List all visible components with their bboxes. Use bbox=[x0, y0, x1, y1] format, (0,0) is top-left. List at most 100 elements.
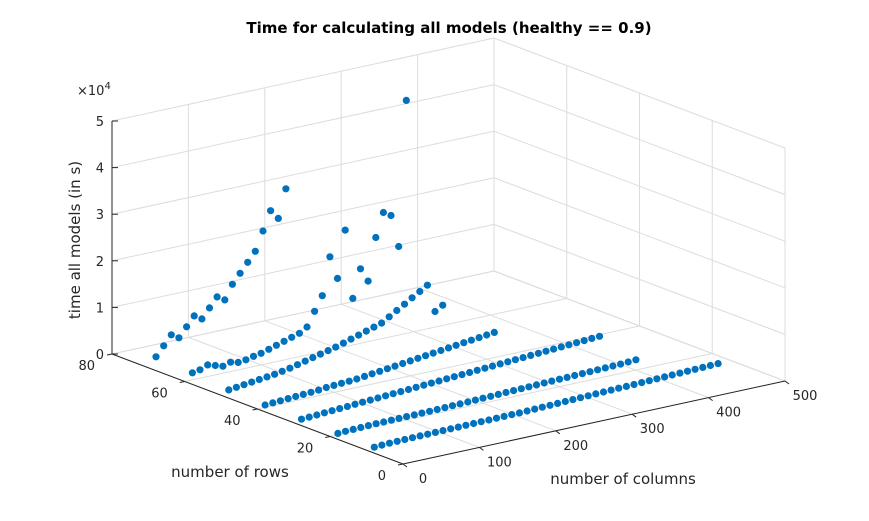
data-point bbox=[307, 388, 315, 396]
data-point bbox=[391, 362, 399, 370]
data-point bbox=[240, 381, 248, 389]
data-point bbox=[691, 365, 699, 373]
data-point bbox=[676, 369, 684, 377]
data-point bbox=[467, 336, 475, 344]
data-point bbox=[276, 397, 284, 405]
data-point bbox=[376, 367, 384, 375]
data-point bbox=[204, 361, 212, 369]
data-point bbox=[487, 392, 495, 400]
data-point bbox=[368, 370, 376, 378]
data-point bbox=[450, 373, 458, 381]
data-point bbox=[372, 233, 380, 242]
data-point bbox=[473, 366, 481, 374]
y-tick-label: 60 bbox=[151, 387, 168, 402]
data-point bbox=[706, 361, 715, 370]
data-point bbox=[353, 375, 361, 383]
data-point bbox=[443, 375, 451, 383]
data-point bbox=[160, 342, 168, 350]
data-point bbox=[320, 409, 328, 417]
data-point bbox=[297, 415, 306, 423]
data-point bbox=[601, 364, 609, 372]
data-point bbox=[555, 375, 564, 383]
data-point bbox=[645, 377, 653, 385]
data-point bbox=[485, 416, 493, 424]
x-axis-line bbox=[402, 380, 786, 465]
data-point bbox=[395, 414, 403, 422]
z-tick-label: 1 bbox=[96, 301, 104, 316]
data-point bbox=[225, 386, 233, 394]
data-point bbox=[316, 350, 324, 358]
data-point bbox=[424, 430, 432, 438]
data-point bbox=[267, 207, 275, 215]
data-point bbox=[599, 388, 608, 396]
data-point bbox=[534, 349, 543, 357]
y-tick-mark bbox=[179, 381, 185, 383]
data-point bbox=[330, 381, 338, 389]
x-tick-mark bbox=[555, 430, 561, 435]
data-point bbox=[378, 319, 386, 327]
z-exponent-label: ×104 bbox=[77, 81, 111, 99]
data-point bbox=[615, 384, 623, 392]
data-point bbox=[532, 381, 541, 389]
data-point bbox=[437, 346, 445, 355]
z-tick-label: 4 bbox=[96, 162, 104, 177]
data-point bbox=[565, 341, 573, 349]
data-point bbox=[334, 429, 342, 437]
data-point bbox=[188, 369, 196, 377]
data-point bbox=[557, 343, 565, 351]
data-points bbox=[152, 96, 722, 451]
data-point bbox=[282, 185, 290, 193]
data-point bbox=[569, 396, 577, 404]
data-point bbox=[213, 293, 221, 301]
data-point bbox=[632, 356, 640, 364]
data-point bbox=[576, 394, 585, 402]
data-point bbox=[274, 214, 282, 222]
data-point bbox=[269, 399, 277, 407]
data-point bbox=[366, 396, 374, 404]
data-point bbox=[508, 411, 516, 419]
x-tick-mark bbox=[708, 397, 713, 402]
data-point bbox=[265, 345, 273, 353]
data-point bbox=[196, 366, 204, 374]
data-point bbox=[359, 398, 367, 406]
grid-line-wall-z bbox=[111, 223, 495, 308]
data-point bbox=[248, 378, 256, 386]
data-point bbox=[517, 385, 525, 393]
data-point bbox=[333, 274, 342, 282]
data-point bbox=[311, 307, 319, 315]
data-point bbox=[429, 349, 437, 357]
data-point bbox=[393, 437, 401, 445]
data-point bbox=[211, 361, 219, 370]
data-point bbox=[278, 367, 286, 375]
data-point bbox=[454, 423, 462, 431]
data-point bbox=[550, 345, 558, 353]
data-point bbox=[341, 226, 349, 234]
data-point bbox=[408, 294, 416, 302]
data-point bbox=[244, 258, 252, 266]
data-point bbox=[542, 347, 550, 355]
data-point bbox=[607, 386, 615, 394]
y-tick-label: 20 bbox=[297, 442, 314, 457]
data-point bbox=[399, 359, 407, 368]
data-point bbox=[389, 390, 397, 398]
data-point bbox=[385, 439, 394, 447]
data-point bbox=[301, 357, 309, 365]
data-point bbox=[456, 400, 464, 408]
data-point bbox=[341, 427, 350, 435]
data-point bbox=[460, 339, 468, 347]
x-tick-label: 200 bbox=[563, 439, 588, 454]
data-point bbox=[414, 354, 422, 362]
data-point bbox=[609, 362, 617, 370]
data-point bbox=[584, 392, 592, 400]
data-point bbox=[416, 287, 424, 296]
data-point bbox=[410, 411, 418, 419]
data-point bbox=[540, 379, 548, 387]
data-point bbox=[305, 413, 313, 421]
data-point bbox=[387, 416, 395, 424]
data-point bbox=[370, 323, 378, 331]
data-point bbox=[492, 414, 501, 422]
grid-line-side-z bbox=[493, 37, 786, 149]
data-point bbox=[313, 411, 321, 419]
data-point bbox=[345, 377, 353, 385]
data-point bbox=[423, 281, 431, 289]
